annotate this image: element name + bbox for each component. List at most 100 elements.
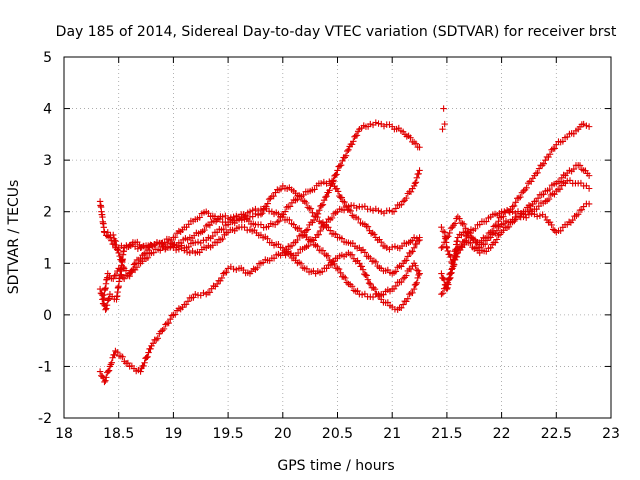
data-point (570, 165, 578, 173)
data-point (257, 211, 265, 218)
data-point (167, 316, 174, 323)
data-point (333, 185, 341, 192)
data-point (334, 167, 341, 174)
y-tick-label: -1 (38, 359, 52, 375)
data-point (321, 222, 329, 229)
data-point (224, 215, 232, 222)
data-point (172, 244, 180, 251)
data-point (500, 213, 507, 220)
data-point (412, 179, 420, 186)
data-point (532, 170, 540, 177)
data-point (399, 275, 407, 282)
data-point (446, 275, 453, 282)
data-point (509, 208, 516, 215)
data-point (369, 293, 377, 301)
data-point (448, 266, 455, 273)
data-point (414, 237, 422, 245)
data-point (219, 235, 226, 243)
data-point (116, 252, 123, 260)
data-point (344, 147, 351, 155)
data-point (523, 184, 530, 191)
data-point (114, 349, 121, 356)
data-point (399, 198, 407, 205)
data-point (120, 263, 127, 271)
data-point (320, 197, 328, 204)
data-point (391, 243, 399, 250)
data-point (413, 279, 421, 287)
x-tick-label: 18.5 (103, 426, 134, 442)
x-axis-label: GPS time / hours (277, 458, 394, 474)
data-point (510, 202, 518, 210)
data-point (328, 261, 336, 269)
series-track-d (99, 177, 423, 313)
y-tick-label: -2 (38, 411, 52, 427)
data-point (339, 157, 346, 165)
data-point (566, 177, 574, 184)
data-point (192, 291, 199, 298)
data-point (493, 227, 501, 234)
data-point (101, 378, 108, 386)
data-point (399, 301, 407, 308)
data-point (144, 254, 152, 261)
data-point (141, 359, 148, 366)
data-point (549, 226, 557, 233)
data-point (144, 246, 152, 254)
data-point (323, 265, 330, 272)
data-point (392, 282, 400, 290)
data-point (100, 300, 108, 308)
data-point (315, 231, 322, 238)
data-point (438, 223, 445, 231)
data-point (335, 265, 343, 273)
data-point (319, 201, 327, 208)
data-point (345, 146, 352, 154)
data-point (286, 216, 293, 224)
data-point (548, 146, 555, 153)
data-point (297, 227, 305, 235)
data-point (144, 353, 151, 360)
data-point (583, 122, 590, 129)
data-point (495, 218, 502, 225)
data-point (443, 244, 451, 252)
data-point (194, 238, 202, 246)
data-point (361, 249, 369, 256)
data-point (209, 242, 216, 249)
data-point (409, 289, 416, 297)
data-point (546, 150, 554, 158)
data-point (143, 354, 150, 361)
data-point (309, 209, 316, 216)
data-point (110, 231, 117, 239)
data-point (412, 140, 420, 147)
data-point (338, 235, 346, 242)
data-point (130, 261, 138, 268)
data-point (556, 186, 564, 193)
data-point (528, 210, 535, 217)
data-point (380, 123, 388, 130)
data-point (520, 187, 527, 195)
data-point (297, 193, 305, 200)
data-point (528, 178, 535, 185)
data-point (341, 198, 348, 206)
data-point (134, 245, 142, 252)
data-point (580, 203, 587, 210)
data-point (113, 246, 121, 253)
data-point (492, 230, 499, 237)
data-point (314, 243, 321, 250)
data-point (542, 213, 549, 221)
data-point (403, 194, 410, 202)
data-point (219, 213, 226, 221)
data-point (364, 223, 372, 230)
data-point (445, 281, 452, 288)
data-point (404, 253, 412, 260)
data-point (353, 132, 361, 139)
data-point (286, 203, 294, 210)
data-point (140, 362, 147, 370)
data-point (410, 234, 418, 241)
data-point (354, 287, 361, 295)
data-point (294, 249, 302, 257)
data-point (102, 306, 109, 313)
data-point (316, 207, 323, 214)
data-point (328, 177, 336, 184)
data-point (165, 319, 172, 327)
data-point (447, 225, 455, 232)
data-point (283, 204, 290, 211)
